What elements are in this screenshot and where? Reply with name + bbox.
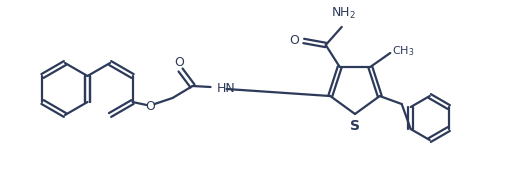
Text: HN: HN bbox=[216, 81, 235, 94]
Text: O: O bbox=[174, 55, 184, 68]
Text: O: O bbox=[146, 100, 155, 113]
Text: S: S bbox=[349, 119, 359, 133]
Text: O: O bbox=[288, 34, 298, 47]
Text: NH$_2$: NH$_2$ bbox=[330, 6, 355, 21]
Text: CH$_3$: CH$_3$ bbox=[391, 44, 414, 58]
